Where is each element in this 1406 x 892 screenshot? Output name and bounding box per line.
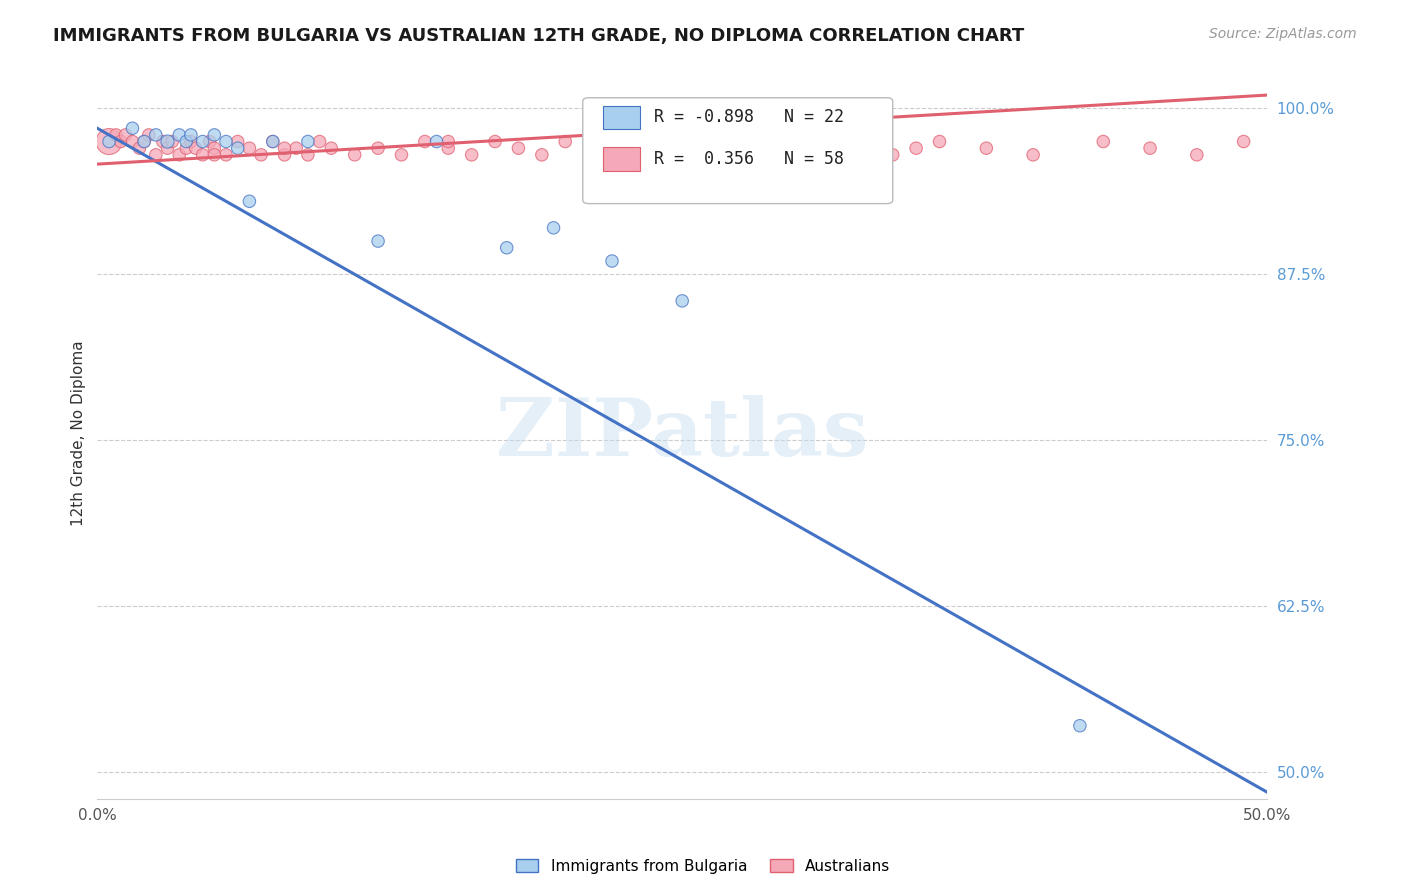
Point xyxy=(191,148,214,162)
Point xyxy=(174,135,197,149)
Point xyxy=(98,135,121,149)
Point xyxy=(484,135,506,149)
Point xyxy=(367,141,389,155)
Point xyxy=(391,148,413,162)
Point xyxy=(128,141,150,155)
Text: R = -0.898   N = 22: R = -0.898 N = 22 xyxy=(654,109,844,127)
Point xyxy=(152,135,174,149)
Point xyxy=(1069,719,1091,733)
Point xyxy=(202,128,225,142)
Point xyxy=(882,148,904,162)
Point xyxy=(226,141,249,155)
Point xyxy=(1185,148,1208,162)
Point xyxy=(835,141,858,155)
Text: ZIPatlas: ZIPatlas xyxy=(496,394,869,473)
Point xyxy=(297,148,319,162)
Point xyxy=(114,128,136,142)
Point xyxy=(184,141,207,155)
Point xyxy=(226,135,249,149)
Text: R =  0.356   N = 58: R = 0.356 N = 58 xyxy=(654,150,844,168)
Point xyxy=(174,141,197,155)
Point xyxy=(202,141,225,155)
Point xyxy=(600,254,623,268)
Point xyxy=(145,128,167,142)
Point xyxy=(1139,141,1161,155)
Point xyxy=(741,141,763,155)
Point xyxy=(600,141,623,155)
Point xyxy=(671,293,693,308)
Point xyxy=(198,135,221,149)
Point xyxy=(215,148,238,162)
Point xyxy=(285,141,308,155)
Point xyxy=(238,194,260,209)
Point xyxy=(543,220,565,235)
Legend: Immigrants from Bulgaria, Australians: Immigrants from Bulgaria, Australians xyxy=(509,853,897,880)
Point xyxy=(160,135,183,149)
Point xyxy=(976,141,998,155)
Text: IMMIGRANTS FROM BULGARIA VS AUSTRALIAN 12TH GRADE, NO DIPLOMA CORRELATION CHART: IMMIGRANTS FROM BULGARIA VS AUSTRALIAN 1… xyxy=(53,27,1025,45)
Y-axis label: 12th Grade, No Diploma: 12th Grade, No Diploma xyxy=(72,341,86,526)
Point xyxy=(238,141,260,155)
Point xyxy=(508,141,530,155)
Point xyxy=(367,234,389,248)
Point xyxy=(1092,135,1115,149)
Text: Source: ZipAtlas.com: Source: ZipAtlas.com xyxy=(1209,27,1357,41)
Point xyxy=(202,148,225,162)
Point xyxy=(1022,148,1045,162)
FancyBboxPatch shape xyxy=(603,147,640,170)
Point xyxy=(167,128,190,142)
Point xyxy=(273,148,295,162)
Point xyxy=(554,135,576,149)
Point xyxy=(530,148,553,162)
Point xyxy=(191,135,214,149)
Point xyxy=(695,135,717,149)
Point xyxy=(787,135,810,149)
Point xyxy=(1233,135,1256,149)
Point xyxy=(121,121,143,136)
Point xyxy=(110,135,132,149)
Point xyxy=(250,148,273,162)
Point xyxy=(671,148,693,162)
Point xyxy=(121,135,143,149)
Point xyxy=(180,135,202,149)
Point xyxy=(180,128,202,142)
Point xyxy=(262,135,284,149)
Point xyxy=(437,141,460,155)
FancyBboxPatch shape xyxy=(603,106,640,129)
Point xyxy=(215,135,238,149)
Point xyxy=(460,148,482,162)
Point xyxy=(425,135,447,149)
Point xyxy=(905,141,928,155)
Point xyxy=(134,135,156,149)
FancyBboxPatch shape xyxy=(582,98,893,203)
Point xyxy=(495,241,517,255)
Point xyxy=(156,141,179,155)
Point xyxy=(437,135,460,149)
Point xyxy=(138,128,160,142)
Point xyxy=(167,148,190,162)
Point xyxy=(134,135,156,149)
Point xyxy=(648,148,671,162)
Point xyxy=(308,135,330,149)
Point xyxy=(273,141,295,155)
Point xyxy=(105,128,128,142)
Point xyxy=(98,135,121,149)
Point xyxy=(262,135,284,149)
Point xyxy=(343,148,366,162)
Point xyxy=(145,148,167,162)
Point xyxy=(156,135,179,149)
Point xyxy=(413,135,436,149)
Point xyxy=(928,135,950,149)
Point xyxy=(321,141,343,155)
Point xyxy=(297,135,319,149)
